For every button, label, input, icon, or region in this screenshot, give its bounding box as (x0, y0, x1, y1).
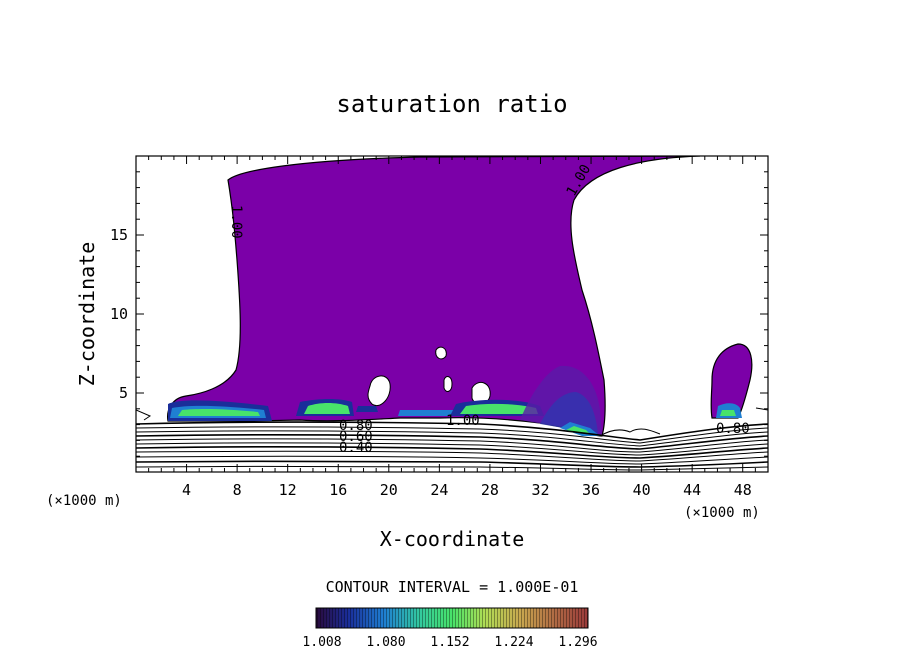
cloud-region-right (710, 343, 753, 419)
contour-label: 0.80 (339, 418, 373, 434)
contour-interval: CONTOUR INTERVAL = 1.000E-01 (326, 578, 579, 596)
colorbar-label: 1.296 (558, 635, 597, 650)
y-tick-label: 15 (110, 226, 128, 244)
y-tick-label: 10 (110, 305, 128, 323)
x-tick-label: 48 (734, 481, 752, 499)
x-tick-label: 16 (329, 481, 347, 499)
contour-label: 1.00 (446, 413, 480, 429)
colored-band-middle (296, 399, 544, 416)
colorbar-label: 1.008 (302, 635, 341, 650)
y-axis-label: Z-coordinate (75, 242, 99, 387)
x-tick-label: 8 (233, 481, 242, 499)
chart-title: saturation ratio (336, 90, 567, 118)
colorbar: 1.008 1.080 1.152 1.224 1.296 (302, 607, 598, 650)
x-axis-label: X-coordinate (380, 527, 525, 551)
plot-area (136, 156, 768, 472)
x-tick-label: 24 (430, 481, 448, 499)
contour-label: 1.00 (228, 205, 244, 239)
x-tick-label: 40 (633, 481, 651, 499)
x-tick-label: 12 (279, 481, 297, 499)
y-tick-label: 5 (119, 384, 128, 402)
contour-label: 0.80 (716, 421, 750, 437)
x-tick-label: 28 (481, 481, 499, 499)
colored-band-shear (520, 365, 742, 436)
axis-ticks (136, 156, 768, 472)
clear-hole-1 (435, 346, 447, 360)
contour-lines (136, 407, 768, 471)
x-tick-labels: 4 8 12 16 20 24 28 32 36 40 44 48 (182, 481, 752, 499)
colorbar-label: 1.080 (366, 635, 405, 650)
x-tick-label: 20 (380, 481, 398, 499)
contour-label: 0.40 (339, 440, 373, 456)
y-axis-unit: (×1000 m) (46, 493, 122, 509)
colorbar-label: 1.152 (430, 635, 469, 650)
x-axis-unit: (×1000 m) (684, 505, 760, 521)
colorbar-label: 1.224 (494, 635, 533, 650)
contour-label: 0.60 (339, 429, 373, 445)
x-tick-label: 36 (582, 481, 600, 499)
x-tick-label: 32 (531, 481, 549, 499)
x-tick-label: 44 (683, 481, 701, 499)
clear-hole-4 (443, 376, 453, 392)
y-tick-labels: 5 10 15 (110, 226, 128, 402)
colored-band-left (168, 400, 272, 421)
clear-hole-2 (367, 375, 391, 406)
x-tick-label: 4 (182, 481, 191, 499)
